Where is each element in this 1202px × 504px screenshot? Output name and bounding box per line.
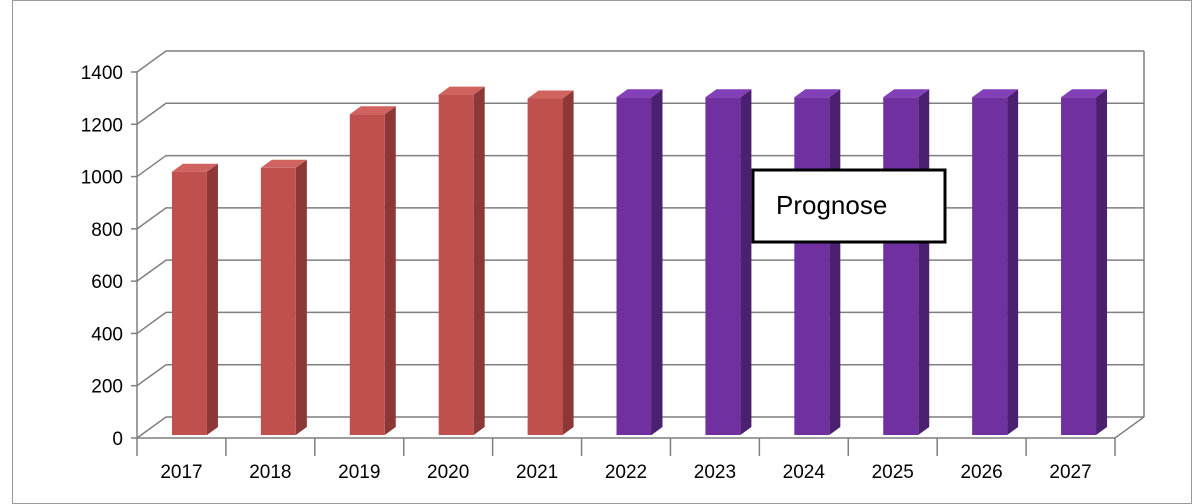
bar-2023 [705,89,752,435]
x-tick-label: 2027 [1049,462,1091,483]
prognose-annotation: Prognose [751,168,947,244]
bar-2026 [972,89,1019,435]
x-tick-label: 2022 [605,462,647,483]
bar-2018 [260,159,307,436]
y-tick-label: 800 [91,220,123,241]
labels-layer: 0 200 400 600 800 1000 1200 1400 2017 2018 2019 202… [81,63,1092,483]
axis-layer [131,71,1145,456]
bar-2022 [616,89,663,435]
annotation-box [751,168,947,244]
x-tick-label: 2021 [516,462,558,483]
y-tick-label: 1200 [81,115,123,136]
y-tick-label: 400 [91,324,123,345]
y-tick-label: 1400 [81,63,123,84]
y-tick-label: 0 [112,429,123,450]
gridline [136,50,1144,73]
x-tick-label: 2019 [338,462,380,483]
x-tick-label: 2026 [960,462,1002,483]
x-tick-label: 2018 [249,462,291,483]
y-tick-label: 600 [91,272,123,293]
bar-2021 [527,90,574,436]
bar-2019 [349,106,396,435]
x-tick-label: 2024 [783,462,826,483]
x-tick-label: 2025 [872,462,914,483]
bar-2024 [794,89,841,435]
x-tick-label: 2017 [160,462,202,483]
x-tick-label: 2023 [694,462,736,483]
bar-2020 [438,86,485,435]
y-tick-label: 200 [91,377,123,398]
y-tick-label: 1000 [81,168,123,189]
bar-2027 [1061,89,1108,435]
bar-2025 [883,89,930,435]
annotation-text: Prognose [776,190,887,220]
x-tick-label: 2020 [427,462,469,483]
bar-2017 [171,163,218,435]
